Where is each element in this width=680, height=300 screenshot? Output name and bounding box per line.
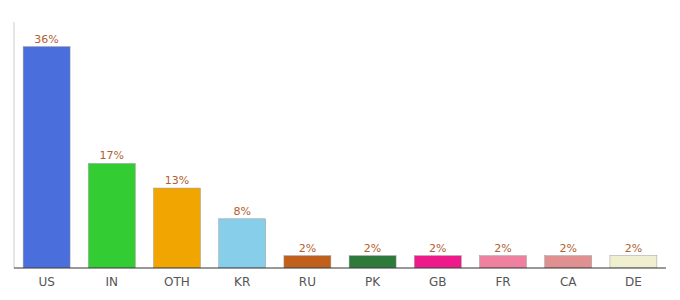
bar <box>23 47 70 268</box>
data-label: 2% <box>299 242 316 255</box>
data-label: 8% <box>233 205 250 218</box>
bar <box>88 163 135 268</box>
data-label: 2% <box>494 242 511 255</box>
x-axis-line <box>14 268 666 269</box>
bar <box>284 256 331 268</box>
data-label: 2% <box>559 242 576 255</box>
x-tick-label: OTH <box>164 275 190 289</box>
chart-svg: 36% 17% 13% 8% 2% 2% 2% 2% 2% 2% US IN OTH KR RU PK GB FR… <box>0 0 680 300</box>
data-label: 2% <box>429 242 446 255</box>
bar <box>349 256 396 268</box>
x-tick-label: US <box>38 275 54 289</box>
data-label: 2% <box>625 242 642 255</box>
bar <box>154 188 201 268</box>
x-tick-label: CA <box>560 275 577 289</box>
bar <box>219 219 266 268</box>
x-tick-label: DE <box>625 275 642 289</box>
bar <box>545 256 592 268</box>
data-label: 13% <box>165 174 189 187</box>
bar <box>480 256 527 268</box>
x-tick-label: RU <box>299 275 316 289</box>
bars <box>23 47 657 268</box>
data-label: 17% <box>100 149 124 162</box>
bar <box>610 256 657 268</box>
x-tick-label: PK <box>365 275 381 289</box>
chart-container: 36% 17% 13% 8% 2% 2% 2% 2% 2% 2% US IN OTH KR RU PK GB FR… <box>0 0 680 300</box>
bar <box>414 256 461 268</box>
data-label: 36% <box>34 33 58 46</box>
y-axis-line <box>14 22 15 268</box>
x-tick-label: GB <box>429 275 447 289</box>
x-tick-label: IN <box>106 275 119 289</box>
x-tick-labels: US IN OTH KR RU PK GB FR CA DE <box>38 275 641 289</box>
x-tick-label: FR <box>495 275 510 289</box>
data-labels: 36% 17% 13% 8% 2% 2% 2% 2% 2% 2% <box>34 33 642 255</box>
x-tick-label: KR <box>234 275 250 289</box>
data-label: 2% <box>364 242 381 255</box>
